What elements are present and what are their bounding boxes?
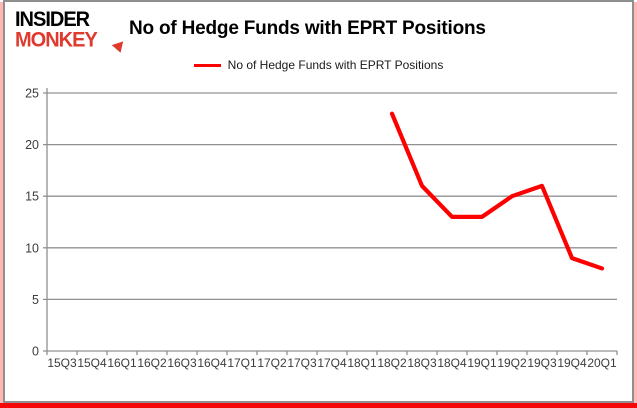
frame-red-bottom [0, 403, 637, 408]
insider-monkey-logo: INSIDER MONKEY [15, 7, 98, 53]
x-tick-label: 17Q1 [227, 356, 257, 370]
frame-pink-left [0, 2, 3, 403]
x-tick-label: 16Q1 [107, 356, 137, 370]
y-tick-label: 5 [32, 293, 39, 307]
x-tick-label: 19Q4 [557, 356, 587, 370]
x-tick-label: 18Q1 [347, 356, 377, 370]
logo-line1: INSIDER [15, 7, 90, 32]
x-tick-label: 17Q3 [287, 356, 317, 370]
chart-title: No of Hedge Funds with EPRT Positions [129, 18, 486, 39]
x-tick-label: 19Q2 [497, 356, 527, 370]
legend-label: No of Hedge Funds with EPRT Positions [227, 58, 444, 72]
x-tick-label: 16Q4 [197, 356, 227, 370]
x-tick-label: 19Q3 [527, 356, 557, 370]
x-tick-label: 18Q3 [407, 356, 437, 370]
x-tick-label: 17Q2 [257, 356, 287, 370]
y-tick-label: 25 [25, 87, 39, 101]
x-tick-label: 20Q1 [587, 356, 617, 370]
y-tick-label: 20 [25, 138, 39, 152]
y-tick-label: 10 [25, 241, 39, 255]
x-tick-label: 18Q2 [377, 356, 407, 370]
x-tick-label: 15Q3 [47, 356, 77, 370]
x-tick-label: 17Q4 [317, 356, 347, 370]
y-tick-label: 0 [32, 345, 39, 359]
legend-line-swatch [193, 63, 221, 67]
logo-line2: MONKEY [15, 28, 98, 53]
x-tick-label: 18Q4 [437, 356, 467, 370]
legend: No of Hedge Funds with EPRT Positions [5, 57, 632, 73]
x-tick-label: 16Q3 [167, 356, 197, 370]
frame-pink-right [634, 2, 637, 403]
x-tick-label: 15Q4 [77, 356, 107, 370]
y-tick-label: 15 [25, 190, 39, 204]
chart-frame: INSIDER MONKEY No of Hedge Funds with EP… [3, 0, 634, 403]
x-tick-label: 19Q1 [467, 356, 497, 370]
series-line [389, 111, 605, 271]
x-tick-label: 16Q2 [137, 356, 167, 370]
